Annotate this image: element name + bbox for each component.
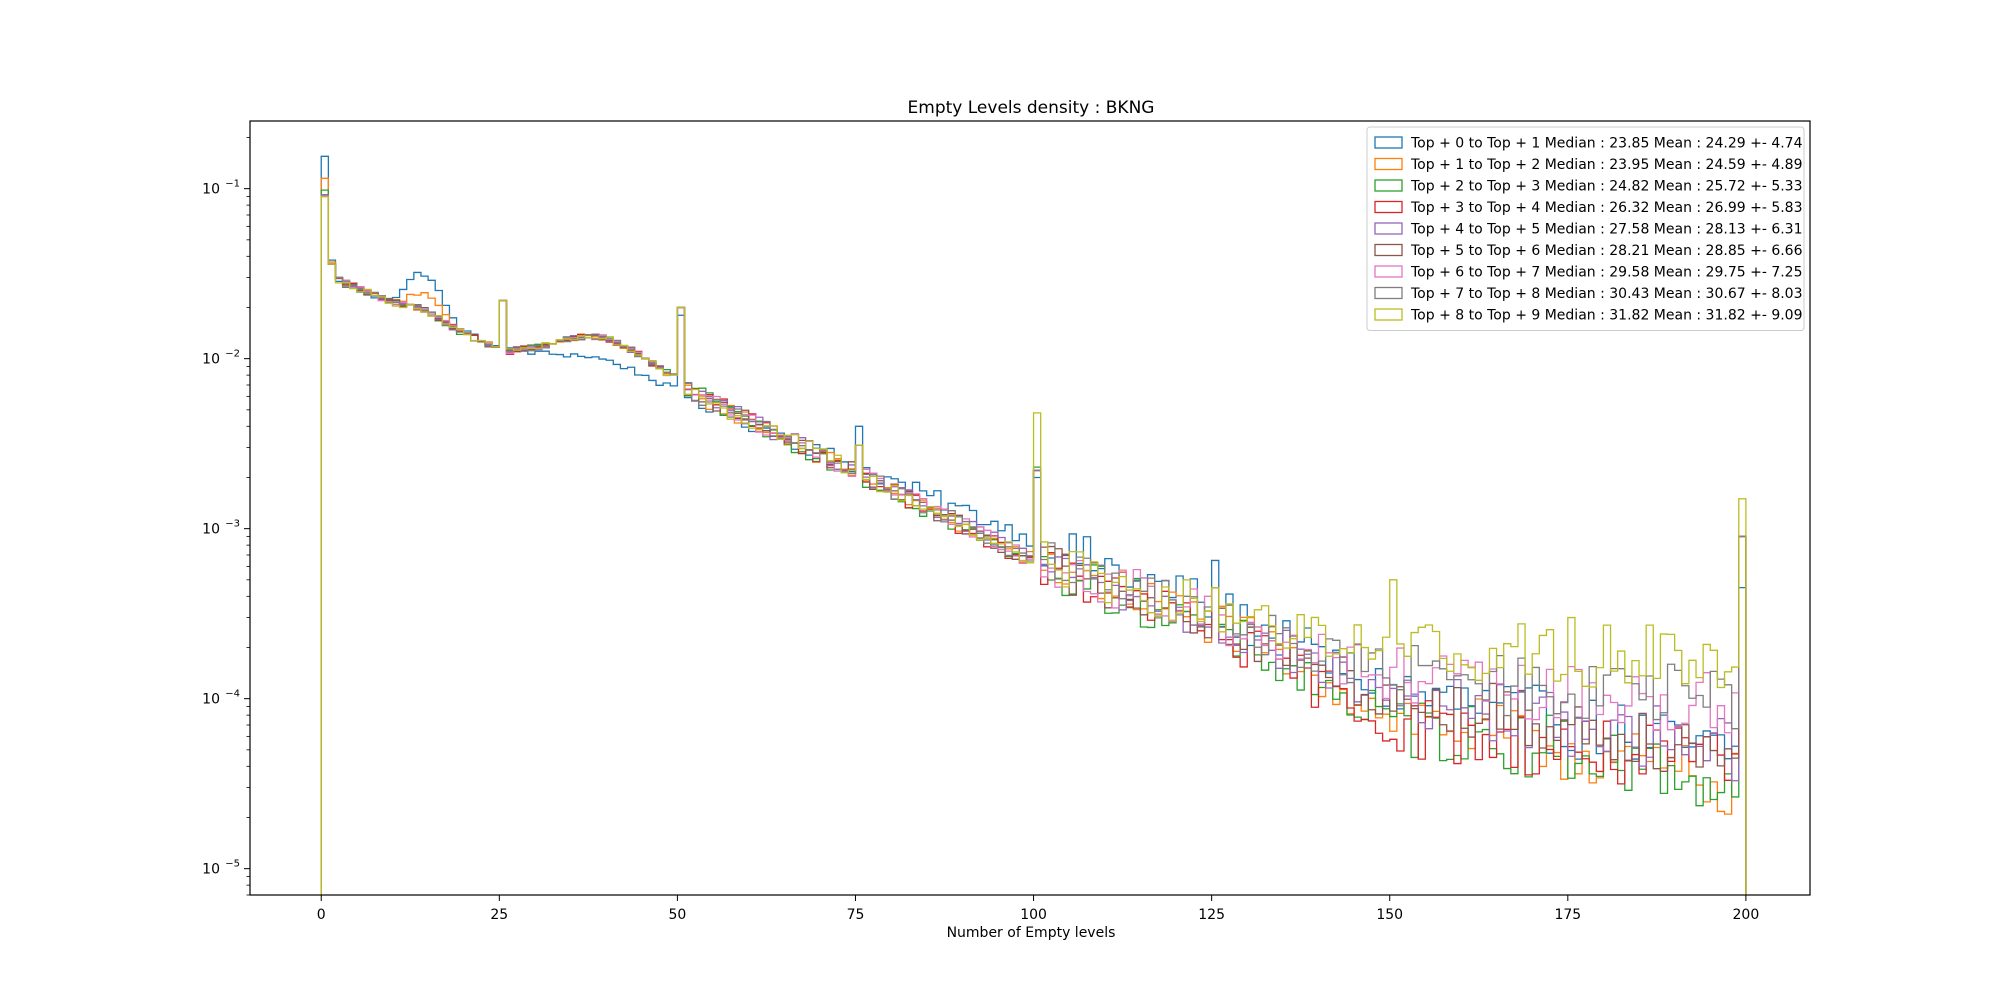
y-tick-label: 10: [202, 692, 220, 708]
legend-swatch: [1374, 286, 1403, 300]
legend-swatch: [1374, 179, 1403, 192]
legend: Top + 0 to Top + 1 Median : 23.85 Mean :…: [1366, 126, 1805, 331]
legend-swatch: [1374, 308, 1403, 321]
x-tick-label: 0: [317, 907, 326, 923]
y-tick-exponent: −4: [225, 689, 240, 700]
histogram-series: [320, 155, 1747, 895]
legend-swatch: [1374, 200, 1403, 214]
plot-frame: [249, 120, 1811, 896]
legend-swatch: [1374, 136, 1403, 149]
legend-entry-label: Top + 1 to Top + 2 Median : 23.95 Mean :…: [1410, 157, 1803, 173]
y-tick-base: 10: [202, 862, 220, 878]
legend-entry-label: Top + 5 to Top + 6 Median : 28.21 Mean :…: [1410, 243, 1803, 259]
legend-entry-label: Top + 7 to Top + 8 Median : 30.43 Mean :…: [1410, 286, 1803, 302]
chart-title: Empty Levels density : BKNG: [908, 98, 1155, 118]
series-line-8: [320, 195, 1747, 895]
y-tick-base: 10: [202, 522, 220, 538]
y-tick-exponent: −2: [225, 349, 240, 360]
x-tick-label: 25: [490, 907, 508, 923]
x-axis-ticks: 0 25 50 75 100 125 150 175 200: [317, 895, 1759, 923]
legend-swatch: [1374, 222, 1403, 235]
y-tick-label: 10: [202, 862, 220, 878]
legend-box: [1366, 126, 1805, 331]
legend-entry-label: Top + 3 to Top + 4 Median : 26.32 Mean :…: [1410, 200, 1803, 216]
y-tick-base: 10: [202, 182, 220, 198]
legend-entry-label: Top + 8 to Top + 9 Median : 31.82 Mean :…: [1410, 308, 1803, 324]
x-tick-label: 75: [847, 907, 865, 923]
legend-entry-label: Top + 6 to Top + 7 Median : 29.58 Mean :…: [1410, 265, 1803, 281]
x-tick-label: 150: [1376, 907, 1403, 923]
x-tick-label: 100: [1020, 907, 1047, 923]
legend-entry-label: Top + 4 to Top + 5 Median : 27.58 Mean :…: [1410, 222, 1803, 238]
legend-entry-label: Top + 2 to Top + 3 Median : 24.82 Mean :…: [1410, 179, 1803, 195]
legend-swatch: [1374, 243, 1403, 257]
y-tick-exponent: −1: [225, 179, 240, 190]
x-tick-label: 175: [1554, 907, 1581, 923]
y-tick-exponent: −3: [225, 519, 240, 530]
legend-swatch: [1374, 157, 1403, 171]
y-tick-label: 10: [202, 352, 220, 368]
y-axis-ticks: 10 −5 10 −4 10 −3 10 −2 10 −1: [202, 137, 250, 896]
y-tick-base: 10: [202, 692, 220, 708]
x-tick-label: 125: [1198, 907, 1225, 923]
y-tick-label: 10: [202, 182, 220, 198]
x-axis-label: Number of Empty levels: [947, 925, 1116, 941]
y-tick-label: 10: [202, 522, 220, 538]
x-tick-label: 50: [668, 907, 686, 923]
x-tick-label: 200: [1733, 907, 1760, 923]
legend-entry-label: Top + 0 to Top + 1 Median : 23.85 Mean :…: [1410, 136, 1803, 152]
legend-swatch: [1374, 265, 1403, 278]
y-tick-base: 10: [202, 352, 220, 368]
y-tick-exponent: −5: [225, 859, 240, 870]
